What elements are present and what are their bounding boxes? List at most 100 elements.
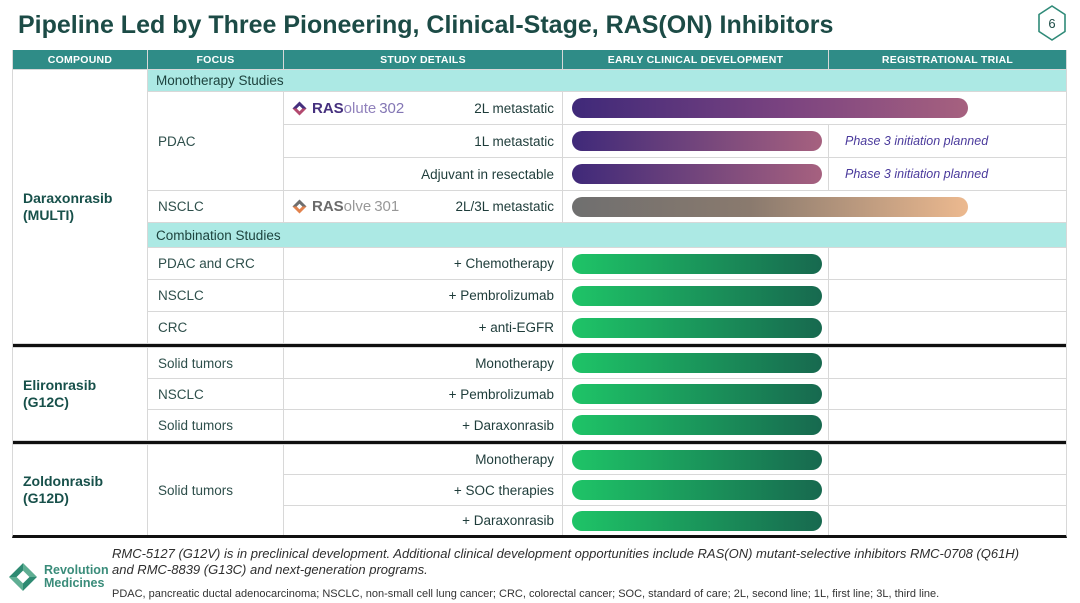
progress-bar-green <box>572 415 822 435</box>
study-monotherapy: Monotherapy <box>284 445 562 474</box>
section-band-combination: Combination Studies <box>148 223 1066 247</box>
focus-solid-tumors: Solid tumors <box>148 348 283 378</box>
bar-cell <box>563 312 828 343</box>
focus-nsclc: NSCLC <box>148 280 283 311</box>
study-pembrolizumab: + Pembrolizumab <box>284 280 562 311</box>
trial-number: 301 <box>374 198 400 215</box>
empty-cell <box>829 379 1066 409</box>
study-1l-metastatic: 1L metastatic <box>284 125 562 157</box>
page-title: Pipeline Led by Three Pioneering, Clinic… <box>18 11 834 39</box>
empty-cell <box>829 248 1066 279</box>
study-label: 2L metastatic <box>474 100 554 116</box>
empty-cell <box>829 506 1066 535</box>
bar-cell <box>563 191 1066 222</box>
study-anti-egfr: + anti-EGFR <box>284 312 562 343</box>
study-daraxonrasib-combo: + Daraxonrasib <box>284 506 562 535</box>
focus-pdac-and-crc: PDAC and CRC <box>148 248 283 279</box>
rasolve-ribbon-icon <box>292 199 307 214</box>
progress-bar-purple <box>572 164 822 184</box>
compound-name: Daraxonrasib <box>23 189 113 206</box>
bar-cell <box>563 92 1066 124</box>
focus-solid-tumors: Solid tumors <box>148 410 283 440</box>
phase3-note: Phase 3 initiation planned <box>829 158 1066 190</box>
bar-cell <box>563 475 828 505</box>
bar-cell <box>563 280 828 311</box>
rasolve-301-logo: RAS olve 301 <box>292 198 399 215</box>
study-pembrolizumab: + Pembrolizumab <box>284 379 562 409</box>
abbreviations-footnote: PDAC, pancreatic ductal adenocarcinoma; … <box>112 588 940 600</box>
study-adjuvant-resectable: Adjuvant in resectable <box>284 158 562 190</box>
empty-cell <box>829 475 1066 505</box>
rasolute-ribbon-icon <box>292 100 307 116</box>
compound-mutation: (G12D) <box>23 490 69 506</box>
page-number-hexagon: 6 <box>1036 4 1068 42</box>
trial-name-bold: RAS <box>312 99 344 117</box>
study-monotherapy: Monotherapy <box>284 348 562 378</box>
trial-number: 302 <box>379 99 405 117</box>
column-header-study-details: STUDY DETAILS <box>284 50 562 69</box>
compound-zoldonrasib: Zoldonrasib (G12D) <box>13 445 147 535</box>
bar-cell <box>563 379 828 409</box>
trial-name-light: olve <box>343 198 372 215</box>
column-header-registrational: REGISTRATIONAL TRIAL <box>829 50 1066 69</box>
bar-cell <box>563 158 828 190</box>
bar-cell <box>563 248 828 279</box>
focus-solid-tumors: Solid tumors <box>148 445 283 535</box>
empty-cell <box>829 312 1066 343</box>
study-daraxonrasib-combo: + Daraxonrasib <box>284 410 562 440</box>
study-soc-therapies: + SOC therapies <box>284 475 562 505</box>
trial-name-bold: RAS <box>312 198 344 215</box>
progress-bar-green <box>572 317 822 338</box>
compound-mutation: (G12C) <box>23 394 69 410</box>
progress-bar-green <box>572 253 822 274</box>
study-2l3l-metastatic: RAS olve 301 2L/3L metastatic <box>284 191 562 222</box>
compound-daraxonrasib: Daraxonrasib (MULTI) <box>13 70 147 343</box>
bar-cell <box>563 125 828 157</box>
section-band-monotherapy: Monotherapy Studies <box>148 70 1066 91</box>
column-header-early-clinical: EARLY CLINICAL DEVELOPMENT <box>563 50 828 69</box>
pipeline-table: COMPOUND FOCUS STUDY DETAILS EARLY CLINI… <box>12 50 1067 538</box>
rasolute-302-logo: RAS olute 302 <box>292 100 404 117</box>
focus-crc: CRC <box>148 312 283 343</box>
study-label: 2L/3L metastatic <box>455 199 554 214</box>
compound-mutation: (MULTI) <box>23 206 75 223</box>
trial-name-light: olute <box>343 99 377 117</box>
progress-bar-green <box>572 480 822 500</box>
focus-nsclc: NSCLC <box>148 379 283 409</box>
study-2l-metastatic: RAS olute 302 2L metastatic <box>284 92 562 124</box>
focus-pdac: PDAC <box>148 92 283 190</box>
preclinical-footnote-line1: RMC-5127 (G12V) is in preclinical develo… <box>112 546 1020 561</box>
hexagon-icon <box>1038 5 1066 41</box>
compound-name: Elironrasib <box>23 377 97 393</box>
progress-bar-green <box>572 449 822 470</box>
empty-cell <box>829 348 1066 378</box>
bar-cell <box>563 348 828 378</box>
progress-bar-green <box>572 353 822 373</box>
revolution-medicines-logo: Revolution Medicines <box>8 562 109 592</box>
column-header-focus: FOCUS <box>148 50 283 69</box>
study-chemotherapy: + Chemotherapy <box>284 248 562 279</box>
section-separator <box>13 441 1066 444</box>
compound-name: Zoldonrasib <box>23 473 104 489</box>
progress-bar-green <box>572 285 822 306</box>
empty-cell <box>829 410 1066 440</box>
section-separator <box>13 344 1066 347</box>
focus-nsclc: NSCLC <box>148 191 283 222</box>
bar-cell <box>563 506 828 535</box>
progress-bar-green <box>572 510 822 531</box>
bar-cell <box>563 410 828 440</box>
bar-cell <box>563 445 828 474</box>
phase3-note: Phase 3 initiation planned <box>829 125 1066 157</box>
progress-bar-purple <box>572 98 968 118</box>
progress-bar-gray-orange <box>572 196 968 217</box>
brand-name-line1: Revolution <box>44 562 109 577</box>
progress-bar-green <box>572 384 822 404</box>
column-header-compound: COMPOUND <box>13 50 147 69</box>
revolution-medicines-cube-icon <box>9 563 37 591</box>
page-number: 6 <box>1048 15 1056 31</box>
brand-name-line2: Medicines <box>44 576 105 590</box>
compound-elironrasib: Elironrasib (G12C) <box>13 348 147 440</box>
preclinical-footnote-line2: and RMC-8839 (G13C) and next-generation … <box>112 562 428 577</box>
progress-bar-purple <box>572 131 822 151</box>
